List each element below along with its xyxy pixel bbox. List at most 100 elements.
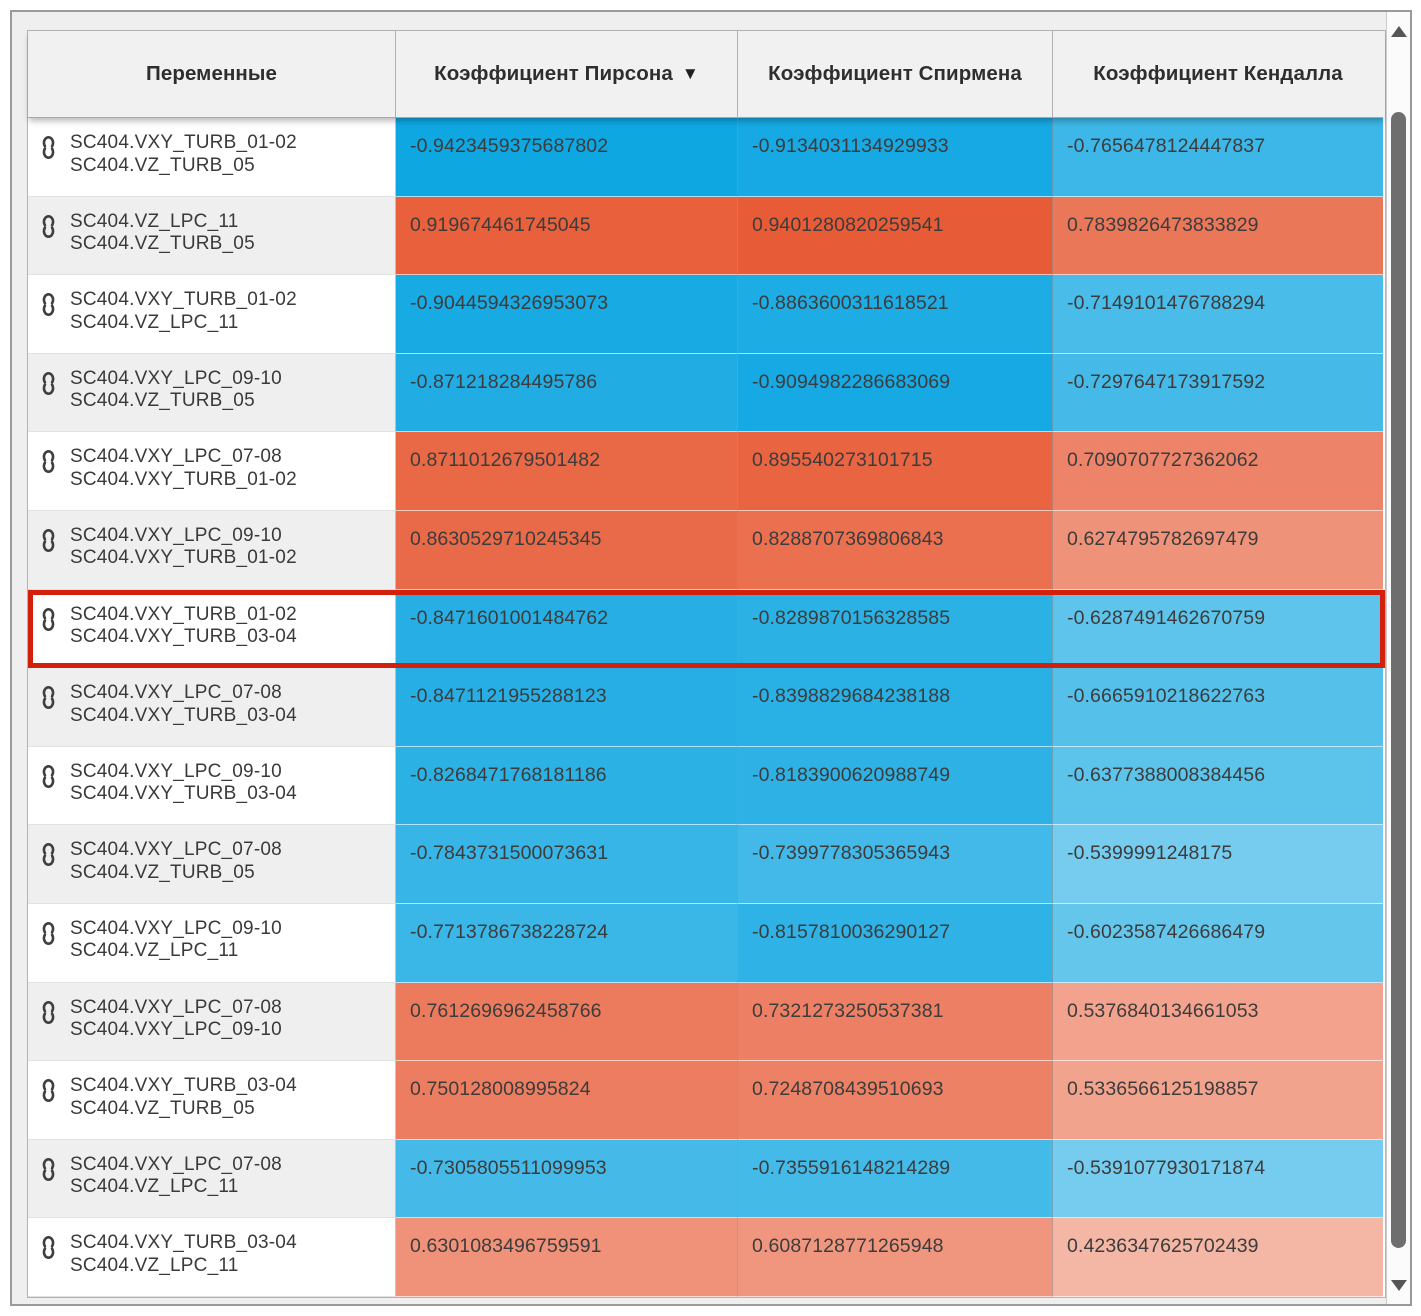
sort-desc-icon: ▼: [681, 64, 699, 83]
kendall-cell: 0.4236347625702439: [1053, 1218, 1383, 1297]
variable-name-1: SC404.VXY_LPC_09-10: [70, 917, 282, 939]
spearman-cell: -0.8863600311618521: [738, 275, 1053, 354]
variable-name-1: SC404.VXY_LPC_07-08: [70, 1153, 282, 1175]
table-row[interactable]: SC404.VXY_TURB_01-02 SC404.VXY_TURB_03-0…: [28, 589, 1385, 669]
table-row[interactable]: SC404.VXY_TURB_01-02 SC404.VZ_LPC_11 -0.…: [28, 275, 1385, 354]
spearman-cell: -0.7399778305365943: [738, 825, 1053, 904]
spearman-cell: -0.9134031134929933: [738, 118, 1053, 197]
variables-cell: SC404.VXY_LPC_09-10 SC404.VZ_TURB_05: [28, 353, 396, 433]
kendall-cell: -0.6023587426686479: [1053, 903, 1383, 983]
variable-pair: SC404.VXY_TURB_01-02 SC404.VZ_TURB_05: [70, 132, 297, 177]
spearman-cell: 0.8288707369806843: [738, 510, 1053, 590]
variables-cell: SC404.VZ_LPC_11 SC404.VZ_TURB_05: [28, 196, 396, 276]
link-icon[interactable]: [40, 371, 58, 397]
table-row[interactable]: SC404.VXY_LPC_09-10 SC404.VXY_TURB_01-02…: [28, 510, 1385, 590]
table-row[interactable]: SC404.VXY_LPC_09-10 SC404.VZ_LPC_11 -0.7…: [28, 903, 1385, 983]
table-row[interactable]: SC404.VXY_LPC_07-08 SC404.VZ_LPC_11 -0.7…: [28, 1139, 1385, 1219]
pearson-cell: -0.7843731500073631: [396, 825, 738, 904]
link-icon[interactable]: [40, 764, 58, 790]
variable-name-2: SC404.VXY_TURB_01-02: [70, 547, 297, 569]
table-body: SC404.VXY_TURB_01-02 SC404.VZ_TURB_05 -0…: [28, 118, 1385, 1297]
pearson-cell: -0.7713786738228724: [396, 903, 738, 983]
link-icon[interactable]: [40, 449, 58, 475]
spearman-cell: -0.8157810036290127: [738, 903, 1053, 983]
scroll-down-button[interactable]: [1387, 1268, 1410, 1302]
column-header-spearman[interactable]: Коэффициент Спирмена: [738, 31, 1053, 118]
variable-pair: SC404.VXY_LPC_09-10 SC404.VZ_LPC_11: [70, 918, 282, 963]
link-icon[interactable]: [40, 1235, 58, 1261]
scroll-up-button[interactable]: [1387, 14, 1410, 48]
variable-name-1: SC404.VXY_LPC_09-10: [70, 524, 282, 546]
variable-name-1: SC404.VXY_LPC_07-08: [70, 839, 282, 861]
table-row[interactable]: SC404.VZ_LPC_11 SC404.VZ_TURB_05 0.91967…: [28, 196, 1385, 276]
kendall-cell: -0.5399991248175: [1053, 825, 1383, 904]
variables-cell: SC404.VXY_LPC_07-08 SC404.VZ_TURB_05: [28, 825, 396, 904]
variable-name-1: SC404.VXY_LPC_09-10: [70, 760, 282, 782]
pearson-cell: 0.750128008995824: [396, 1061, 738, 1140]
variable-name-2: SC404.VZ_LPC_11: [70, 1254, 239, 1276]
column-header-pearson[interactable]: Коэффициент Пирсона ▼: [396, 31, 738, 118]
link-icon[interactable]: [40, 921, 58, 947]
scrollbar-thumb[interactable]: [1391, 112, 1406, 1248]
variable-name-2: SC404.VZ_LPC_11: [70, 311, 239, 333]
column-header-variables[interactable]: Переменные: [28, 31, 396, 118]
table-row[interactable]: SC404.VXY_LPC_07-08 SC404.VXY_TURB_03-04…: [28, 668, 1385, 747]
variable-name-1: SC404.VXY_TURB_01-02: [70, 603, 297, 625]
table-row[interactable]: SC404.VXY_LPC_09-10 SC404.VXY_TURB_03-04…: [28, 746, 1385, 826]
variable-name-2: SC404.VXY_TURB_03-04: [70, 704, 297, 726]
table-row[interactable]: SC404.VXY_TURB_01-02 SC404.VZ_TURB_05 -0…: [28, 118, 1385, 197]
vertical-scrollbar[interactable]: [1386, 12, 1410, 1304]
link-icon[interactable]: [40, 842, 58, 868]
variables-cell: SC404.VXY_TURB_03-04 SC404.VZ_LPC_11: [28, 1218, 396, 1297]
column-header-kendall[interactable]: Коэффициент Кендалла: [1053, 31, 1383, 118]
table-row[interactable]: SC404.VXY_LPC_07-08 SC404.VXY_LPC_09-10 …: [28, 982, 1385, 1062]
variables-cell: SC404.VXY_LPC_07-08 SC404.VZ_LPC_11: [28, 1139, 396, 1219]
variable-name-1: SC404.VXY_TURB_03-04: [70, 1075, 297, 1097]
link-icon[interactable]: [40, 1157, 58, 1183]
spearman-cell: 0.7248708439510693: [738, 1061, 1053, 1140]
spearman-cell: -0.8289870156328585: [738, 589, 1053, 669]
variables-cell: SC404.VXY_TURB_03-04 SC404.VZ_TURB_05: [28, 1061, 396, 1140]
column-header-label: Коэффициент Спирмена: [768, 62, 1022, 85]
link-icon[interactable]: [40, 528, 58, 554]
link-icon[interactable]: [40, 607, 58, 633]
link-icon[interactable]: [40, 1078, 58, 1104]
variable-name-1: SC404.VZ_LPC_11: [70, 210, 239, 232]
kendall-cell: -0.6665910218622763: [1053, 668, 1383, 747]
variable-name-1: SC404.VXY_TURB_01-02: [70, 132, 297, 153]
column-header-label: Переменные: [145, 62, 278, 85]
variable-pair: SC404.VZ_LPC_11 SC404.VZ_TURB_05: [70, 211, 255, 256]
variable-name-1: SC404.VXY_LPC_07-08: [70, 996, 282, 1018]
variable-name-1: SC404.VXY_TURB_03-04: [70, 1232, 297, 1254]
table-row[interactable]: SC404.VXY_TURB_03-04 SC404.VZ_LPC_11 0.6…: [28, 1218, 1385, 1297]
table-row[interactable]: SC404.VXY_TURB_03-04 SC404.VZ_TURB_05 0.…: [28, 1061, 1385, 1140]
link-icon[interactable]: [40, 135, 58, 161]
table-row[interactable]: SC404.VXY_LPC_07-08 SC404.VXY_TURB_01-02…: [28, 432, 1385, 511]
variables-cell: SC404.VXY_TURB_01-02 SC404.VXY_TURB_03-0…: [28, 589, 396, 669]
variable-pair: SC404.VXY_LPC_07-08 SC404.VXY_LPC_09-10: [70, 997, 282, 1042]
variable-name-2: SC404.VZ_TURB_05: [70, 233, 255, 255]
table-row[interactable]: SC404.VXY_LPC_07-08 SC404.VZ_TURB_05 -0.…: [28, 825, 1385, 904]
pearson-cell: 0.7612696962458766: [396, 982, 738, 1062]
variable-pair: SC404.VXY_LPC_07-08 SC404.VZ_LPC_11: [70, 1154, 282, 1199]
pearson-cell: 0.919674461745045: [396, 196, 738, 276]
pearson-cell: -0.8471121955288123: [396, 668, 738, 747]
variable-pair: SC404.VXY_TURB_01-02 SC404.VZ_LPC_11: [70, 289, 297, 334]
link-icon[interactable]: [40, 685, 58, 711]
column-header-label: Коэффициент Кендалла: [1093, 62, 1343, 85]
arrow-down-icon: [1390, 1279, 1407, 1291]
variable-pair: SC404.VXY_LPC_07-08 SC404.VXY_TURB_03-04: [70, 682, 297, 727]
spearman-cell: -0.8183900620988749: [738, 746, 1053, 826]
kendall-cell: -0.5391077930171874: [1053, 1139, 1383, 1219]
link-icon[interactable]: [40, 1000, 58, 1026]
spearman-cell: 0.895540273101715: [738, 432, 1053, 511]
spearman-cell: -0.9094982286683069: [738, 353, 1053, 433]
link-icon[interactable]: [40, 292, 58, 318]
kendall-cell: 0.5376840134661053: [1053, 982, 1383, 1062]
pearson-cell: 0.6301083496759591: [396, 1218, 738, 1297]
pearson-cell: -0.871218284495786: [396, 353, 738, 433]
pearson-cell: -0.9423459375687802: [396, 118, 738, 197]
table-row[interactable]: SC404.VXY_LPC_09-10 SC404.VZ_TURB_05 -0.…: [28, 353, 1385, 433]
variable-pair: SC404.VXY_TURB_03-04 SC404.VZ_TURB_05: [70, 1075, 297, 1120]
link-icon[interactable]: [40, 214, 58, 240]
